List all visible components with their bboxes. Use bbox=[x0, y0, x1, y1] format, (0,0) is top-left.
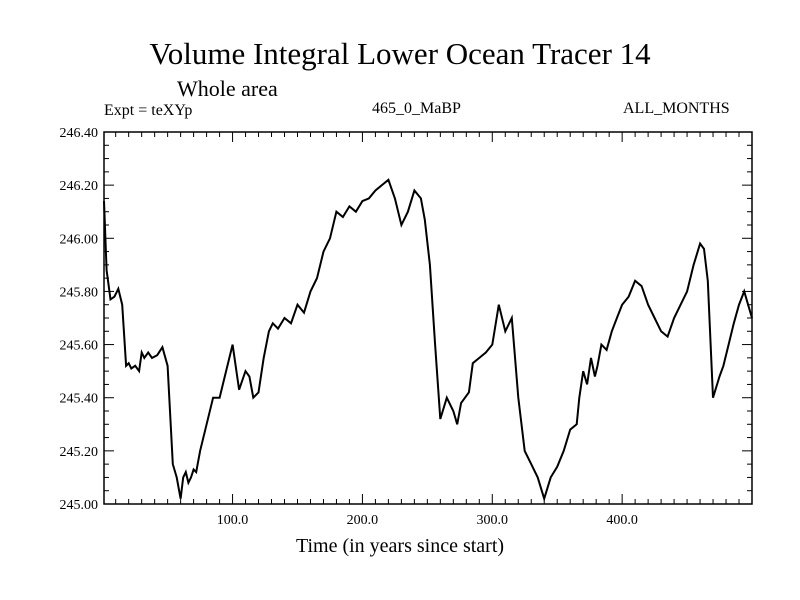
months-label: ALL_MONTHS bbox=[623, 100, 730, 117]
y-tick-label: 245.60 bbox=[60, 339, 99, 354]
series-line bbox=[103, 178, 753, 503]
x-tick-label: 100.0 bbox=[217, 513, 249, 528]
y-tick-label: 245.00 bbox=[60, 498, 99, 513]
chart-title: Volume Integral Lower Ocean Tracer 14 bbox=[149, 36, 651, 71]
period-label: 465_0_MaBP bbox=[372, 100, 461, 117]
y-tick-label: 246.00 bbox=[60, 232, 99, 247]
y-tick-label: 245.40 bbox=[60, 392, 99, 407]
y-tick-label: 246.20 bbox=[60, 179, 99, 194]
y-tick-label: 246.40 bbox=[60, 126, 99, 141]
plot-frame bbox=[103, 131, 753, 505]
y-tick-label: 245.80 bbox=[60, 285, 99, 300]
x-tick-label: 300.0 bbox=[477, 513, 509, 528]
chart-subtitle: Whole area bbox=[177, 76, 278, 101]
y-tick-label: 245.20 bbox=[60, 445, 99, 460]
experiment-label: Expt = teXYp bbox=[104, 102, 193, 119]
x-axis-label: Time (in years since start) bbox=[295, 535, 505, 557]
x-tick-label: 400.0 bbox=[606, 513, 638, 528]
x-tick-label: 200.0 bbox=[347, 513, 379, 528]
